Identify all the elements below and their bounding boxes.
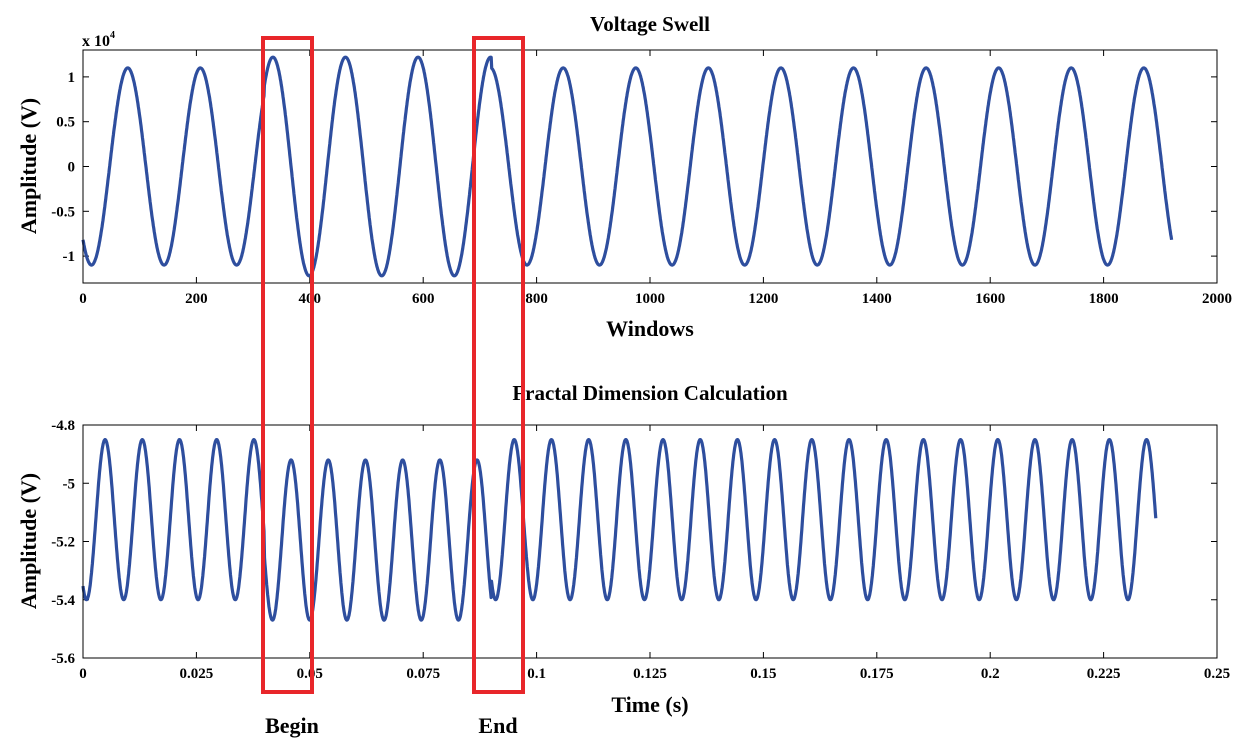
- annotations: Begin End: [261, 36, 525, 738]
- x-tick-label: 1200: [748, 291, 778, 307]
- x-tick-label: 0.25: [1204, 666, 1230, 682]
- x-tick-label: 1000: [635, 291, 665, 307]
- y-tick-label: -1: [63, 249, 76, 265]
- series-line-voltage: [81, 55, 1174, 278]
- x-tick-label: 0.1: [527, 666, 546, 682]
- axis-ticks: 0 200 400 600 800 1000 1200 1400 1600 1800 2000 1 0.…: [51, 50, 1232, 307]
- begin-label: Begin: [265, 713, 319, 738]
- y-tick-label: -0.5: [51, 204, 75, 220]
- x-tick-label: 0.025: [180, 666, 214, 682]
- y-tick-label: 1: [68, 70, 76, 86]
- chart-title: Fractal Dimension Calculation: [512, 381, 788, 405]
- x-tick-label: 800: [525, 291, 548, 307]
- begin-marker-box: [261, 36, 314, 694]
- end-marker-box: [472, 36, 525, 694]
- x-tick-label: 0.125: [633, 666, 667, 682]
- y-tick-label: 0: [68, 160, 76, 176]
- chart-title: Voltage Swell: [590, 12, 710, 36]
- axis-ticks: 0 0.025 0.05 0.075 0.1 0.125 0.15 0.175 0.2 0.225…: [51, 418, 1230, 682]
- y-tick-label: -5: [63, 476, 76, 492]
- x-tick-label: 200: [185, 291, 208, 307]
- plot-area-frame: [82, 49, 1218, 284]
- chart-fractal-dimension: Fractal Dimension Calculation 0 0.025 0.05…: [16, 381, 1230, 717]
- plot-area-frame: [82, 424, 1218, 659]
- x-tick-label: 0.225: [1087, 666, 1121, 682]
- x-tick-label: 400: [299, 291, 322, 307]
- x-tick-label: 600: [412, 291, 435, 307]
- y-axis-label: Amplitude (V): [16, 473, 41, 609]
- y-multiplier-label: x 104: [82, 30, 115, 50]
- end-label: End: [478, 713, 517, 738]
- y-tick-label: -5.6: [51, 651, 75, 667]
- x-tick-label: 1400: [862, 291, 892, 307]
- series-line-fractal: [81, 438, 1158, 622]
- x-tick-label: 0.05: [297, 666, 323, 682]
- x-tick-label: 1800: [1089, 291, 1119, 307]
- x-tick-label: 0: [79, 666, 87, 682]
- y-tick-label: -5.2: [51, 535, 75, 551]
- x-tick-label: 0: [79, 291, 87, 307]
- chart-voltage-swell: Voltage Swell x 104 0 200 400 600 800 1000 120…: [16, 12, 1232, 341]
- x-tick-label: 2000: [1202, 291, 1232, 307]
- x-tick-label: 0.2: [981, 666, 1000, 682]
- x-tick-label: 0.175: [860, 666, 894, 682]
- x-tick-label: 0.075: [406, 666, 440, 682]
- x-tick-label: 1600: [975, 291, 1005, 307]
- y-axis-label: Amplitude (V): [16, 98, 41, 234]
- x-tick-label: 0.15: [750, 666, 776, 682]
- y-tick-label: -5.4: [51, 593, 75, 609]
- x-axis-label: Time (s): [611, 692, 688, 717]
- y-tick-label: 0.5: [56, 115, 75, 131]
- x-axis-label: Windows: [606, 316, 694, 341]
- y-tick-label: -4.8: [51, 418, 75, 434]
